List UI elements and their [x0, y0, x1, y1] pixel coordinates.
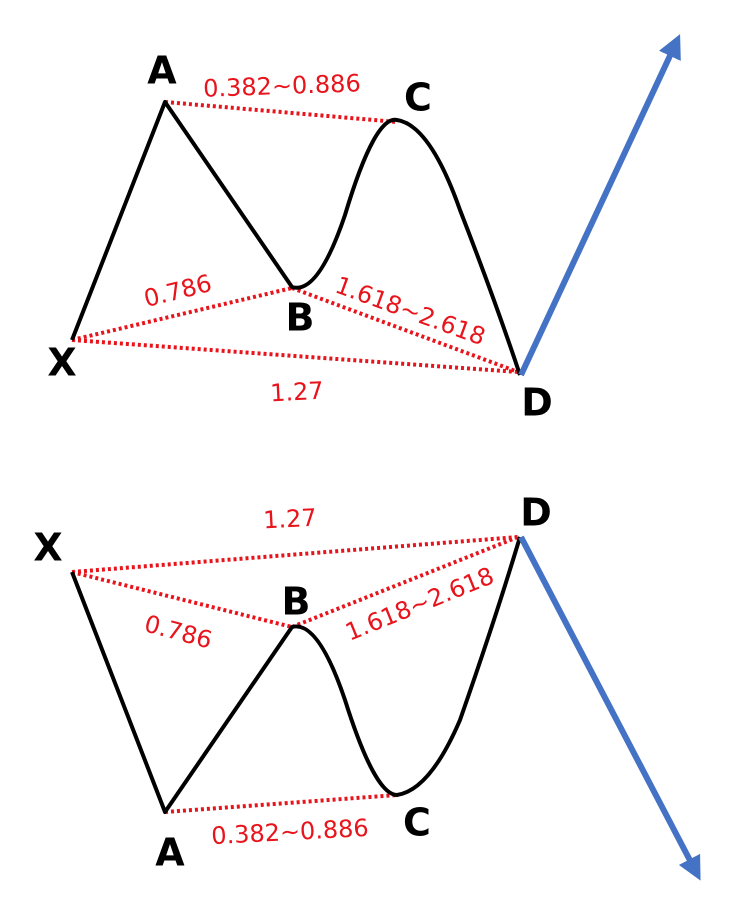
point-label: X: [47, 341, 76, 385]
price-path: [70, 100, 522, 376]
point-label: A: [155, 831, 185, 875]
ac-ratio-line: [164, 793, 398, 814]
bd-ratio-line: [291, 286, 519, 374]
point-label: B: [286, 296, 315, 340]
point-label: D: [521, 381, 553, 425]
bd-ratio-line: [291, 535, 519, 629]
ratio-label: 0.382~0.886: [211, 814, 370, 850]
xd-ratio-line: [71, 338, 519, 374]
ratio-label: 1.27: [263, 504, 318, 535]
ratio-label: 1.27: [270, 377, 325, 408]
point-label: A: [147, 49, 177, 93]
bullish-pattern: X A B C D 0.382~0.886 0.786 1.618~2.618 …: [47, 34, 681, 425]
price-path: [70, 536, 522, 814]
point-label: C: [404, 76, 432, 120]
xd-ratio-line: [71, 535, 519, 574]
bearish-pattern: X A B C D 0.382~0.886 0.786 1.618~2.618 …: [33, 491, 701, 881]
direction-arrow: [518, 34, 681, 377]
ratio-label: 0.382~0.886: [203, 69, 361, 102]
ac-ratio-line: [164, 100, 398, 124]
ratio-label: 0.786: [141, 610, 215, 655]
point-label: B: [282, 580, 311, 624]
direction-arrow: [518, 535, 701, 881]
xb-ratio-line: [71, 570, 293, 629]
point-label: D: [520, 491, 552, 535]
point-label: C: [403, 801, 431, 845]
point-label: X: [33, 526, 62, 570]
xb-ratio-line: [71, 286, 293, 342]
ratio-label: 0.786: [141, 269, 214, 313]
